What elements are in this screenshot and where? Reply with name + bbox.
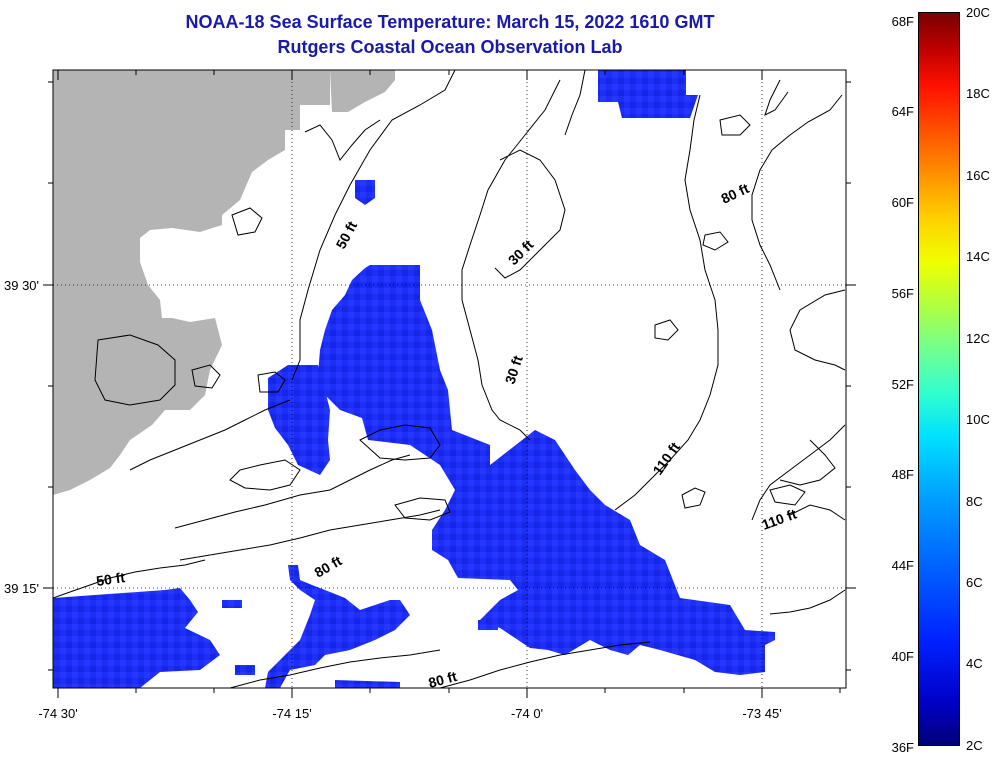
- colorbar-f-label: 60F: [891, 195, 914, 210]
- land-area: [330, 70, 395, 112]
- x-axis-label: -73 45': [742, 706, 781, 721]
- colorbar-c-label: 8C: [966, 494, 983, 509]
- colorbar-c-label: 16C: [966, 168, 990, 183]
- depth-label: 80 ft: [427, 668, 459, 691]
- colorbar-f-label: 68F: [891, 14, 914, 29]
- colorbar-c-label: 10C: [966, 412, 990, 427]
- colorbar-f-label: 44F: [891, 558, 914, 573]
- depth-label: 50 ft: [333, 218, 361, 251]
- colorbar-f-label: 36F: [891, 740, 914, 755]
- cold-water-patches: [53, 70, 775, 688]
- x-axis-label: -74 0': [511, 706, 543, 721]
- colorbar-f-label: 48F: [891, 467, 914, 482]
- land-area: [53, 70, 330, 495]
- colorbar-c-label: 2C: [966, 738, 983, 753]
- depth-label: 80 ft: [312, 552, 345, 580]
- depth-label: 50 ft: [95, 569, 126, 589]
- axis-ticks: [43, 70, 856, 698]
- colorbar-f-label: 52F: [891, 377, 914, 392]
- colorbar-gradient: [919, 13, 959, 745]
- map-title: NOAA-18 Sea Surface Temperature: March 1…: [185, 12, 715, 32]
- depth-label: 30 ft: [502, 353, 526, 386]
- colorbar-c-label: 12C: [966, 331, 990, 346]
- colorbar-f-label: 64F: [891, 104, 914, 119]
- colorbar-c-label: 4C: [966, 656, 983, 671]
- y-axis-label: 39 30': [4, 278, 39, 293]
- depth-label: 110 ft: [649, 439, 683, 478]
- depth-contours: [53, 70, 846, 688]
- x-axis-label: -74 15': [272, 706, 311, 721]
- colorbar-f-label: 40F: [891, 649, 914, 664]
- colorbar-f-label: 56F: [891, 286, 914, 301]
- y-axis-label: 39 15': [4, 581, 39, 596]
- depth-label: 110 ft: [760, 505, 799, 532]
- colorbar-c-label: 20C: [966, 5, 990, 20]
- graticule: [53, 70, 846, 688]
- colorbar-c-label: 14C: [966, 249, 990, 264]
- depth-label: 80 ft: [719, 180, 752, 207]
- temperature-colorbar: [918, 12, 960, 746]
- colorbar-c-label: 6C: [966, 575, 983, 590]
- x-axis-label: -74 30': [38, 706, 77, 721]
- colorbar-c-label: 18C: [966, 86, 990, 101]
- map-subtitle: Rutgers Coastal Ocean Observation Lab: [277, 37, 623, 57]
- depth-label: 30 ft: [505, 236, 537, 268]
